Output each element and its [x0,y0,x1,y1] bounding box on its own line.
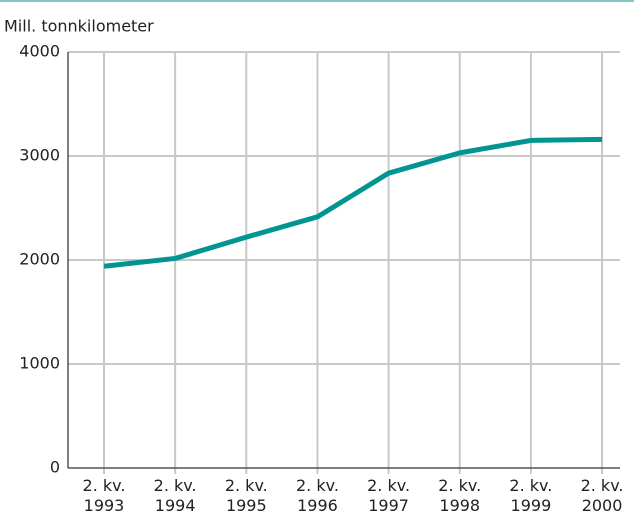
x-tick-label: 2. kv. 1996 [295,476,339,515]
data-line [103,136,603,269]
x-tick-label: 2. kv. 2000 [580,476,624,515]
x-tick-label: 2. kv. 1995 [224,476,268,515]
y-tick-label: 4000 [19,42,60,61]
y-tick-label: 0 [50,458,60,477]
y-tick-label: 3000 [19,146,60,165]
y-tick-label: 1000 [19,354,60,373]
x-tick-label: 2. kv. 1999 [509,476,553,515]
x-tick-label: 2. kv. 1997 [367,476,411,515]
x-tick-label: 2. kv. 1994 [153,476,197,515]
y-axis-label: Mill. tonnkilometer [4,17,154,36]
x-tick-label: 2. kv. 1993 [82,476,126,515]
y-tick-label: 2000 [19,250,60,269]
x-tick-label: 2. kv. 1998 [438,476,482,515]
